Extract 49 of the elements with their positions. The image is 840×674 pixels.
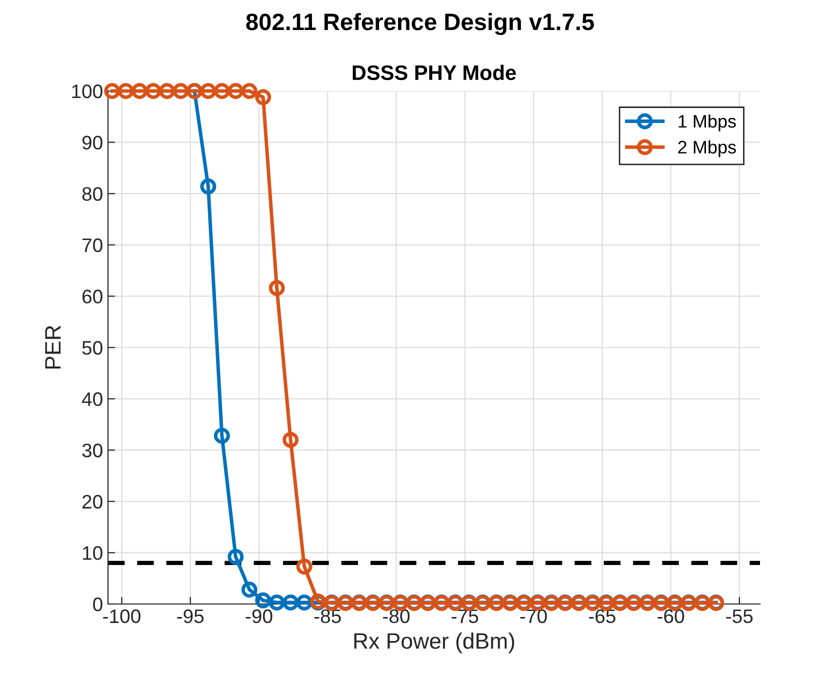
- point: [296, 594, 312, 610]
- point: [104, 83, 120, 99]
- point: [132, 83, 148, 99]
- x-tick-label: -80: [383, 609, 410, 624]
- y-axis-title: PER: [45, 326, 61, 369]
- point: [282, 432, 299, 448]
- x-tick-label: -55: [726, 610, 753, 624]
- point: [214, 428, 230, 444]
- chart-subtitle: DSSS PHY Mode: [352, 64, 516, 80]
- point: [241, 582, 258, 598]
- y-tick-label: 30: [82, 444, 102, 458]
- point: [255, 89, 272, 106]
- point: [214, 83, 230, 99]
- point: [268, 594, 285, 610]
- y-tick-label: 20: [82, 494, 102, 509]
- point: [268, 280, 285, 296]
- chart-title: 802.11 Reference Design v1.7.5: [246, 12, 594, 36]
- point: [255, 592, 272, 608]
- x-tick-label: -100: [103, 609, 140, 624]
- legend-label: 2 Mbps: [678, 140, 736, 158]
- point: [118, 83, 134, 99]
- point: [241, 83, 258, 99]
- point: [296, 558, 312, 575]
- x-axis-title: Rx Power (dBm): [354, 632, 514, 654]
- x-tick-label: -60: [658, 609, 684, 624]
- y-tick-label: 0: [93, 597, 102, 612]
- x-tick-label: -85: [314, 609, 341, 624]
- y-tick-label: 60: [82, 290, 102, 304]
- x-tick-label: -75: [452, 610, 478, 624]
- y-tick-label: 50: [82, 340, 102, 355]
- point: [172, 83, 189, 99]
- x-tick-label: -65: [588, 609, 616, 624]
- point: [228, 83, 244, 99]
- y-tick-label: 100: [72, 84, 102, 98]
- y-tick-label: 70: [82, 238, 102, 252]
- legend-label: 1 Mbps: [678, 114, 736, 132]
- y-tick-label: 10: [82, 546, 102, 560]
- y-tick-label: 90: [82, 136, 102, 150]
- x-tick-label: -90: [246, 609, 272, 624]
- point: [200, 178, 216, 194]
- x-tick-label: -70: [520, 609, 547, 624]
- y-tick-label: 80: [82, 187, 102, 201]
- point: [145, 83, 162, 99]
- point: [159, 83, 176, 99]
- point: [282, 594, 299, 610]
- point: [200, 83, 216, 99]
- x-tick-label: -95: [177, 609, 204, 624]
- point: [228, 548, 244, 565]
- y-tick-label: 40: [82, 392, 102, 406]
